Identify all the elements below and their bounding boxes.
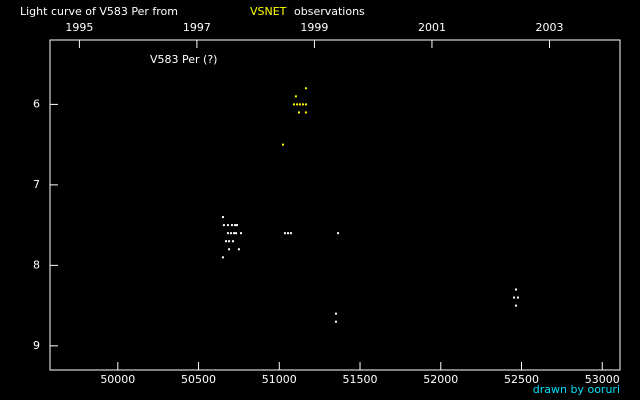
y-tick-label: 9 [33,339,40,352]
data-point [292,103,295,106]
data-point [222,224,225,227]
x2-tick-label: 2003 [535,21,563,34]
data-point [228,248,231,251]
data-point [225,240,228,243]
data-point [289,232,292,235]
data-point [304,87,307,90]
data-point [302,103,305,106]
credit: drawn by ooruri [533,383,620,396]
y-tick-label: 8 [33,258,40,271]
data-point [233,232,236,235]
x2-tick-label: 1995 [65,21,93,34]
data-point [282,143,285,146]
data-point [234,224,237,227]
chart-title: Light curve of V583 Per from [20,5,178,18]
data-point [226,232,229,235]
data-point [237,248,240,251]
data-point [226,224,229,227]
x-tick-label: 50000 [100,373,135,386]
x-tick-label: 51500 [343,373,378,386]
x-tick-label: 51000 [262,373,297,386]
chart-title-highlight: VSNET [250,5,287,18]
data-point [235,232,238,235]
data-point [283,232,286,235]
data-point [513,296,516,299]
data-point [304,103,307,106]
data-point [228,240,231,243]
data-point [235,224,238,227]
chart-title-suffix: observations [294,5,365,18]
x-tick-label: 53000 [585,373,620,386]
x-tick-label: 52500 [504,373,539,386]
data-point [294,95,297,98]
annotation: V583 Per (?) [150,53,217,66]
y-tick-label: 6 [33,97,40,110]
x-tick-label: 50500 [181,373,216,386]
data-point [515,288,518,291]
data-point [296,103,299,106]
data-point [230,224,233,227]
data-point [221,256,224,259]
data-point [304,111,307,114]
data-point [221,216,224,219]
data-point [297,111,300,114]
data-point [230,232,233,235]
x2-tick-label: 1997 [183,21,211,34]
data-point [240,232,243,235]
x2-tick-label: 1999 [300,21,328,34]
x2-tick-label: 2001 [418,21,446,34]
data-point [337,232,340,235]
x-tick-label: 52000 [423,373,458,386]
plot-frame [49,39,621,371]
data-point [287,232,290,235]
data-point [334,320,337,323]
data-point [516,296,519,299]
data-point [515,304,518,307]
data-point [231,240,234,243]
data-point [298,103,301,106]
y-tick-label: 7 [33,178,40,191]
data-point [334,312,337,315]
